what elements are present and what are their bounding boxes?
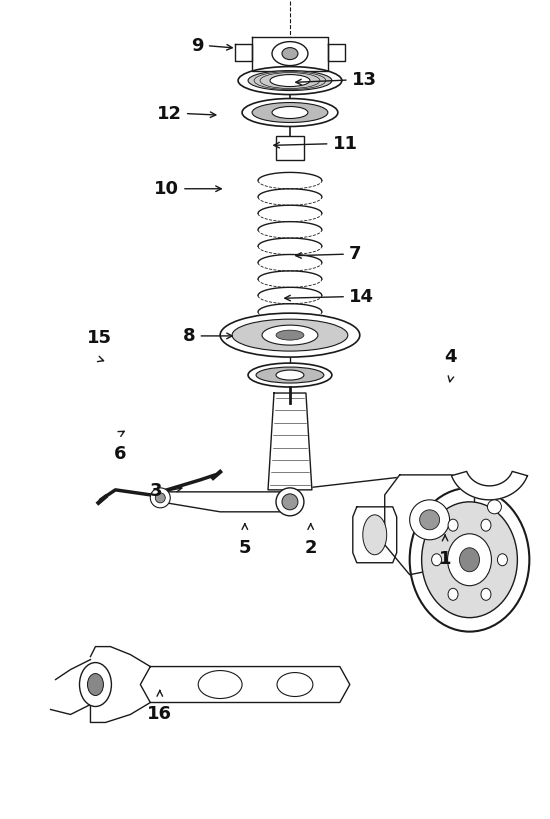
Text: 12: 12 — [157, 105, 182, 123]
Ellipse shape — [282, 494, 298, 510]
Ellipse shape — [410, 500, 449, 540]
Ellipse shape — [481, 519, 491, 532]
Ellipse shape — [422, 502, 518, 618]
Ellipse shape — [270, 75, 310, 87]
Ellipse shape — [410, 488, 529, 631]
Text: 16: 16 — [147, 705, 172, 723]
Ellipse shape — [248, 70, 332, 91]
Polygon shape — [140, 667, 350, 703]
Ellipse shape — [448, 588, 458, 600]
Ellipse shape — [248, 363, 332, 387]
Ellipse shape — [272, 42, 308, 66]
Ellipse shape — [80, 663, 112, 707]
Ellipse shape — [282, 48, 298, 60]
Ellipse shape — [420, 510, 439, 530]
Polygon shape — [328, 43, 345, 61]
Ellipse shape — [256, 367, 324, 383]
Ellipse shape — [155, 493, 166, 503]
Polygon shape — [235, 43, 252, 61]
Ellipse shape — [87, 673, 103, 695]
Ellipse shape — [487, 500, 502, 514]
Text: 4: 4 — [444, 348, 457, 366]
Ellipse shape — [448, 519, 458, 532]
Polygon shape — [252, 37, 328, 70]
Ellipse shape — [232, 319, 348, 351]
Polygon shape — [268, 393, 312, 490]
Ellipse shape — [276, 330, 304, 340]
Ellipse shape — [198, 671, 242, 699]
Polygon shape — [452, 472, 527, 500]
Ellipse shape — [448, 534, 492, 586]
Text: 3: 3 — [150, 482, 163, 500]
Text: 5: 5 — [239, 539, 251, 557]
Polygon shape — [160, 492, 295, 512]
Ellipse shape — [276, 370, 304, 380]
Ellipse shape — [432, 554, 442, 566]
Text: 11: 11 — [333, 135, 358, 153]
Ellipse shape — [276, 488, 304, 516]
Text: 6: 6 — [114, 446, 126, 464]
Bar — [276, 137, 304, 161]
Text: 1: 1 — [439, 550, 452, 568]
Ellipse shape — [481, 588, 491, 600]
Ellipse shape — [262, 325, 318, 345]
Ellipse shape — [242, 98, 338, 126]
Ellipse shape — [220, 313, 360, 357]
Ellipse shape — [460, 548, 480, 572]
Ellipse shape — [252, 102, 328, 123]
Polygon shape — [353, 507, 397, 563]
Ellipse shape — [238, 66, 342, 94]
Ellipse shape — [497, 554, 508, 566]
Polygon shape — [384, 475, 475, 575]
Ellipse shape — [272, 106, 308, 119]
Text: 2: 2 — [304, 539, 317, 557]
Text: 13: 13 — [352, 71, 377, 89]
Text: 9: 9 — [191, 37, 204, 55]
Text: 7: 7 — [349, 245, 361, 263]
Text: 10: 10 — [154, 179, 179, 197]
Ellipse shape — [277, 672, 313, 696]
Ellipse shape — [150, 488, 170, 508]
Text: 15: 15 — [87, 329, 112, 347]
Text: 14: 14 — [349, 287, 374, 305]
Ellipse shape — [363, 515, 387, 554]
Text: 8: 8 — [183, 327, 195, 345]
